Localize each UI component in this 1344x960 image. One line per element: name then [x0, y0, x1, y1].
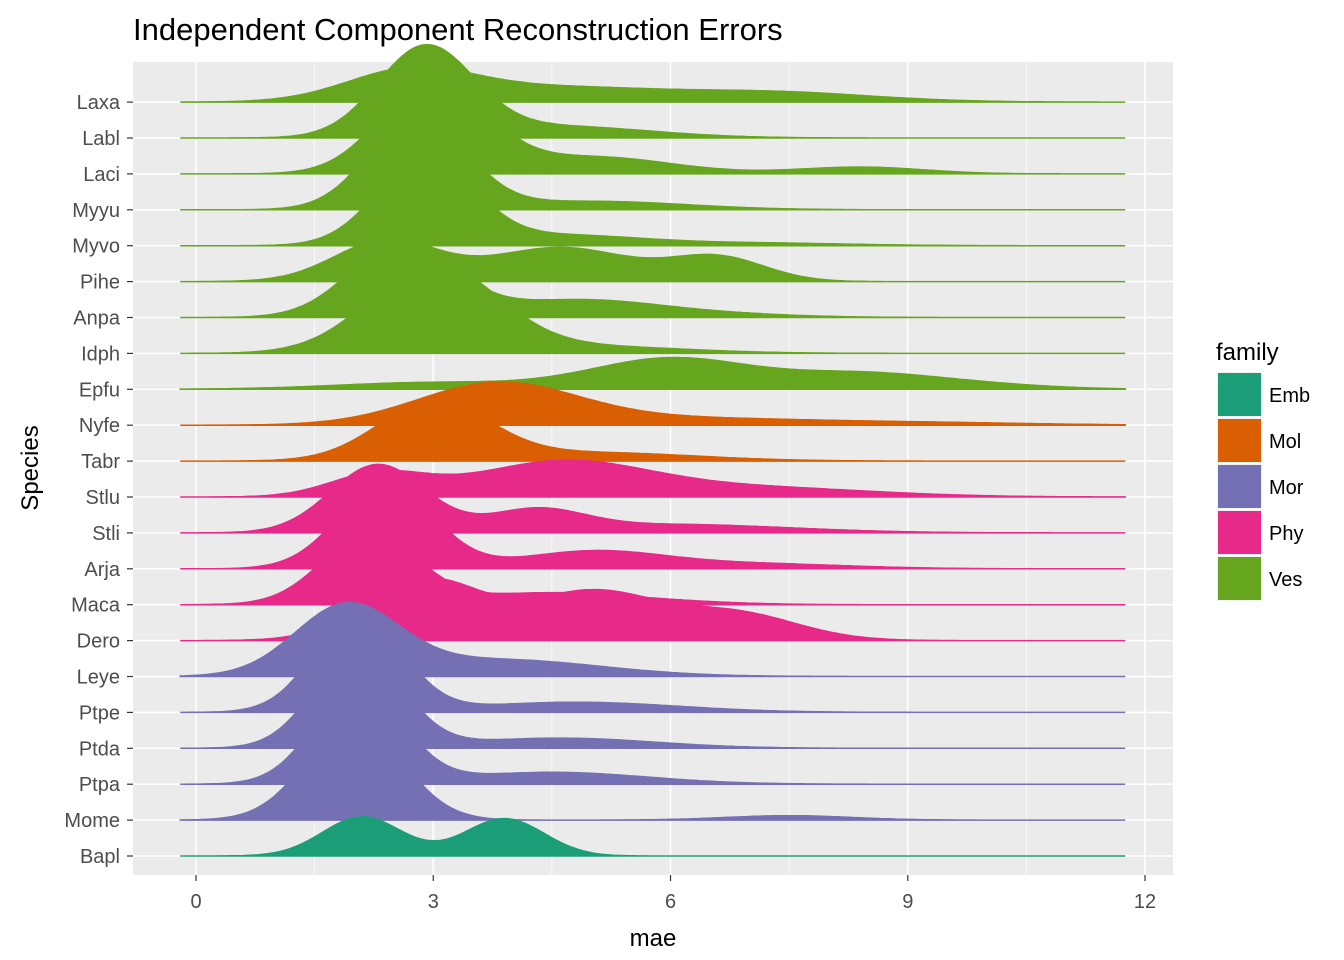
y-tick-label: Myyu — [72, 200, 120, 222]
legend-label: Mol — [1269, 431, 1301, 453]
y-axis: Bapl Mome Ptpa Ptda Ptpe Leye Dero Maca Arja Stli… — [64, 92, 133, 868]
y-tick-label: Arja — [84, 559, 120, 581]
ridge-ptpa — [180, 683, 1126, 785]
y-tick-label: Pihe — [80, 272, 120, 294]
x-tick-label: 6 — [665, 891, 676, 913]
y-axis-title: Species — [17, 425, 44, 510]
ridge-ptpe — [180, 611, 1126, 714]
x-tick-label: 9 — [902, 891, 913, 913]
y-tick-label: Stli — [92, 523, 120, 545]
ridge-tabr — [180, 399, 1126, 462]
y-tick-label: Ptda — [79, 738, 121, 760]
legend-swatch — [1218, 511, 1261, 554]
y-tick-label: Laci — [83, 164, 120, 186]
legend-swatch — [1218, 557, 1261, 600]
legend-swatch — [1218, 419, 1261, 462]
legend-label: Mor — [1269, 477, 1304, 499]
plot-panel — [133, 62, 1173, 875]
ridge-arja — [180, 482, 1126, 570]
x-tick-label: 12 — [1134, 891, 1156, 913]
y-tick-label: Nyfe — [79, 415, 120, 437]
legend-label: Phy — [1269, 523, 1303, 545]
legend-label: Ves — [1269, 569, 1302, 591]
y-tick-label: Anpa — [73, 308, 121, 330]
x-tick-label: 3 — [428, 891, 439, 913]
x-axis-title: mae — [630, 925, 677, 952]
legend-swatch — [1218, 465, 1261, 508]
y-tick-label: Idph — [81, 343, 120, 365]
y-tick-label: Ptpe — [79, 702, 120, 724]
ridge-myvo — [180, 154, 1126, 247]
legend-label: Emb — [1269, 385, 1310, 407]
x-tick-label: 0 — [190, 891, 201, 913]
ridge-mome — [179, 720, 1126, 821]
y-tick-label: Epfu — [79, 379, 120, 401]
x-axis: 0 3 6 9 12 — [190, 875, 1156, 913]
ridges — [179, 43, 1126, 857]
y-tick-label: Tabr — [81, 451, 120, 473]
ridge-leye — [179, 601, 1126, 678]
y-tick-label: Labl — [82, 128, 120, 150]
legend-title: family — [1216, 339, 1279, 366]
ridge-bapl — [180, 816, 1126, 857]
ridge-epfu — [179, 356, 1126, 391]
y-tick-label: Stlu — [86, 487, 120, 509]
y-tick-label: Ptpa — [79, 774, 121, 796]
legend: family Emb Mol Mor Phy Ves — [1216, 339, 1310, 601]
y-tick-label: Maca — [71, 595, 121, 617]
chart-title: Independent Component Reconstruction Err… — [133, 12, 783, 47]
y-tick-label: Bapl — [80, 846, 120, 868]
y-tick-label: Laxa — [77, 92, 121, 114]
y-tick-label: Leye — [77, 667, 120, 689]
ridge-ptda — [180, 647, 1126, 750]
y-tick-label: Myvo — [72, 236, 120, 258]
y-tick-label: Dero — [77, 631, 120, 653]
legend-swatch — [1218, 373, 1261, 416]
y-tick-label: Mome — [64, 810, 120, 832]
ridge-idph — [180, 262, 1126, 355]
